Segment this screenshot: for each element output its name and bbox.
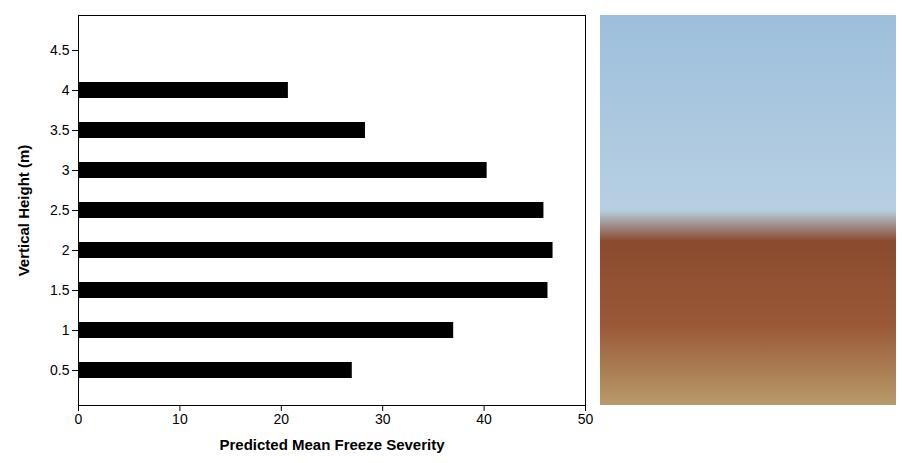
svg-text:50: 50	[578, 411, 594, 427]
svg-text:2: 2	[62, 242, 70, 258]
svg-text:4: 4	[62, 82, 70, 98]
svg-text:0.5: 0.5	[50, 362, 70, 378]
svg-text:20: 20	[274, 411, 290, 427]
svg-text:1: 1	[62, 322, 70, 338]
svg-text:Predicted Mean Freeze Severity: Predicted Mean Freeze Severity	[219, 436, 445, 453]
svg-text:3.5: 3.5	[50, 122, 70, 138]
svg-text:10: 10	[172, 411, 188, 427]
svg-text:1.5: 1.5	[50, 282, 70, 298]
svg-text:4.5: 4.5	[50, 42, 70, 58]
svg-text:3: 3	[62, 162, 70, 178]
svg-text:Vertical Height (m): Vertical Height (m)	[15, 145, 32, 277]
svg-text:40: 40	[476, 411, 492, 427]
svg-text:30: 30	[375, 411, 391, 427]
svg-text:0: 0	[75, 411, 83, 427]
svg-text:2.5: 2.5	[50, 202, 70, 218]
